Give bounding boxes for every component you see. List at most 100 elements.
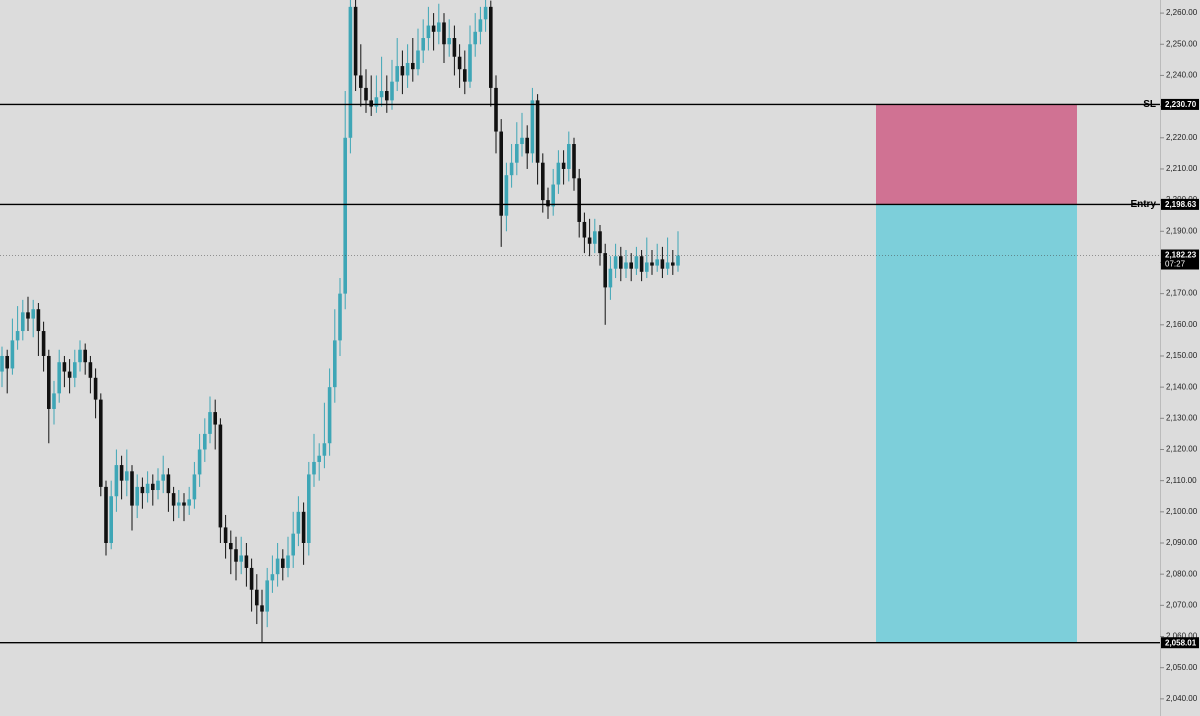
candle-body <box>322 443 327 456</box>
candle-body <box>135 486 139 506</box>
candle-body <box>572 144 576 179</box>
current-price-label: 2,182.23 <box>1165 251 1197 260</box>
candle-body <box>546 200 550 207</box>
candle-body <box>619 256 623 269</box>
candle-body <box>411 62 415 70</box>
price-tag-label: 2,058.01 <box>1165 638 1197 647</box>
candle-body <box>114 465 119 497</box>
candle-body <box>249 567 254 590</box>
candle-body <box>296 511 301 534</box>
level-label: SL <box>1143 99 1156 110</box>
candle-body <box>140 486 145 494</box>
candle-body <box>364 87 368 101</box>
y-tick-label: 2,150.00 <box>1166 351 1198 360</box>
candle-body <box>62 362 67 372</box>
candle-body <box>551 184 555 207</box>
candle-body <box>88 362 93 378</box>
candle-body <box>629 262 633 269</box>
price-tag <box>1161 637 1199 649</box>
candle-body <box>447 38 451 45</box>
price-tag-label: 2,198.63 <box>1165 200 1197 209</box>
price-tag-label: 2,230.70 <box>1165 100 1197 109</box>
candle-body <box>57 362 61 394</box>
candle-body <box>385 91 389 101</box>
candle-body <box>468 44 472 82</box>
y-tick-label: 2,060.00 <box>1166 632 1198 641</box>
candle-body <box>119 465 124 481</box>
price-tag <box>1161 98 1199 110</box>
candle-body <box>109 496 113 544</box>
candle-body <box>31 309 35 319</box>
candle-body <box>270 574 275 581</box>
candle-body <box>613 256 618 269</box>
y-tick-label: 2,090.00 <box>1166 538 1198 547</box>
candle-body <box>171 493 176 506</box>
candle-body <box>634 256 639 269</box>
candle-body <box>426 25 431 39</box>
candle-body <box>10 340 15 369</box>
candle-body <box>218 424 223 528</box>
candle-body <box>348 6 353 138</box>
candle-body <box>99 399 103 487</box>
candle-body <box>494 87 498 132</box>
candle-body <box>286 555 290 568</box>
candle-body <box>395 66 399 82</box>
candle-body <box>353 6 358 76</box>
candle-body <box>400 66 405 76</box>
y-tick-label: 2,220.00 <box>1166 133 1198 142</box>
stop-zone <box>876 104 1077 205</box>
candle-body <box>343 137 347 294</box>
candle-body <box>359 75 363 88</box>
candle-body <box>151 483 155 491</box>
candle-body <box>41 331 46 356</box>
candle-body <box>67 371 72 378</box>
candle-body <box>291 533 295 556</box>
candle-body <box>130 471 134 506</box>
candle-body <box>639 256 644 272</box>
candle-body <box>312 461 316 475</box>
y-tick-label: 2,070.00 <box>1166 600 1198 609</box>
candle-body <box>177 502 181 506</box>
candle-body <box>676 255 680 266</box>
candle-body <box>192 474 197 500</box>
candle-body <box>608 268 613 288</box>
candle-body <box>416 50 420 70</box>
candle-body <box>582 221 587 238</box>
candle-body <box>650 262 654 266</box>
y-tick-label: 2,100.00 <box>1166 507 1198 516</box>
candle-body <box>161 474 165 481</box>
candle-body <box>338 293 342 341</box>
candle-body <box>234 549 238 562</box>
candle-body <box>265 580 269 612</box>
y-tick-label: 2,080.00 <box>1166 569 1198 578</box>
candle-body <box>452 38 457 57</box>
candle-body <box>483 6 488 20</box>
candle-body <box>52 393 56 409</box>
candle-body <box>665 262 670 269</box>
candle-body <box>223 527 228 544</box>
y-tick-label: 2,110.00 <box>1166 476 1197 485</box>
candle-body <box>26 312 30 319</box>
candle-body <box>437 22 441 32</box>
target-zone <box>876 204 1077 643</box>
candle-body <box>104 486 108 544</box>
candle-body <box>213 412 217 425</box>
candle-body <box>145 483 150 494</box>
price-tag <box>1161 249 1199 270</box>
candle-body <box>624 262 628 269</box>
candle-body <box>473 31 477 45</box>
y-tick-label: 2,210.00 <box>1166 164 1198 173</box>
candle-body <box>478 19 483 32</box>
candle-body <box>587 237 592 244</box>
y-tick-label: 2,250.00 <box>1166 39 1198 48</box>
candle-body <box>281 558 285 568</box>
candle-body <box>515 144 519 163</box>
candle-body <box>47 355 51 409</box>
candle-body <box>671 262 675 266</box>
countdown-label: 07:27 <box>1165 260 1186 269</box>
candle-body <box>567 144 571 169</box>
candle-body <box>187 499 191 506</box>
candle-body <box>655 259 659 266</box>
y-tick-label: 2,040.00 <box>1166 694 1198 703</box>
